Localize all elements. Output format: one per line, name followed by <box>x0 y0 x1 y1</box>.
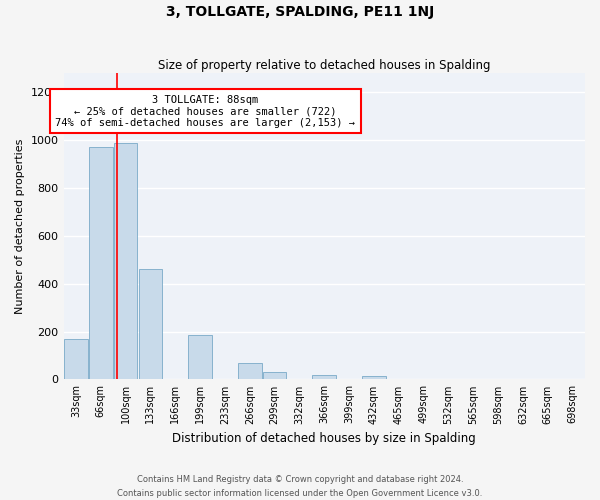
Text: 3 TOLLGATE: 88sqm
← 25% of detached houses are smaller (722)
74% of semi-detache: 3 TOLLGATE: 88sqm ← 25% of detached hous… <box>55 94 355 128</box>
Title: Size of property relative to detached houses in Spalding: Size of property relative to detached ho… <box>158 59 491 72</box>
Bar <box>313 374 336 380</box>
Bar <box>188 335 212 380</box>
Bar <box>139 270 162 380</box>
Text: Contains HM Land Registry data © Crown copyright and database right 2024.
Contai: Contains HM Land Registry data © Crown c… <box>118 476 482 498</box>
Text: 3, TOLLGATE, SPALDING, PE11 1NJ: 3, TOLLGATE, SPALDING, PE11 1NJ <box>166 5 434 19</box>
Y-axis label: Number of detached properties: Number of detached properties <box>15 138 25 314</box>
Bar <box>114 142 137 380</box>
Bar <box>362 376 386 380</box>
Bar <box>263 372 286 380</box>
X-axis label: Distribution of detached houses by size in Spalding: Distribution of detached houses by size … <box>172 432 476 445</box>
Bar <box>64 339 88 380</box>
Bar <box>238 362 262 380</box>
Bar <box>89 148 113 380</box>
